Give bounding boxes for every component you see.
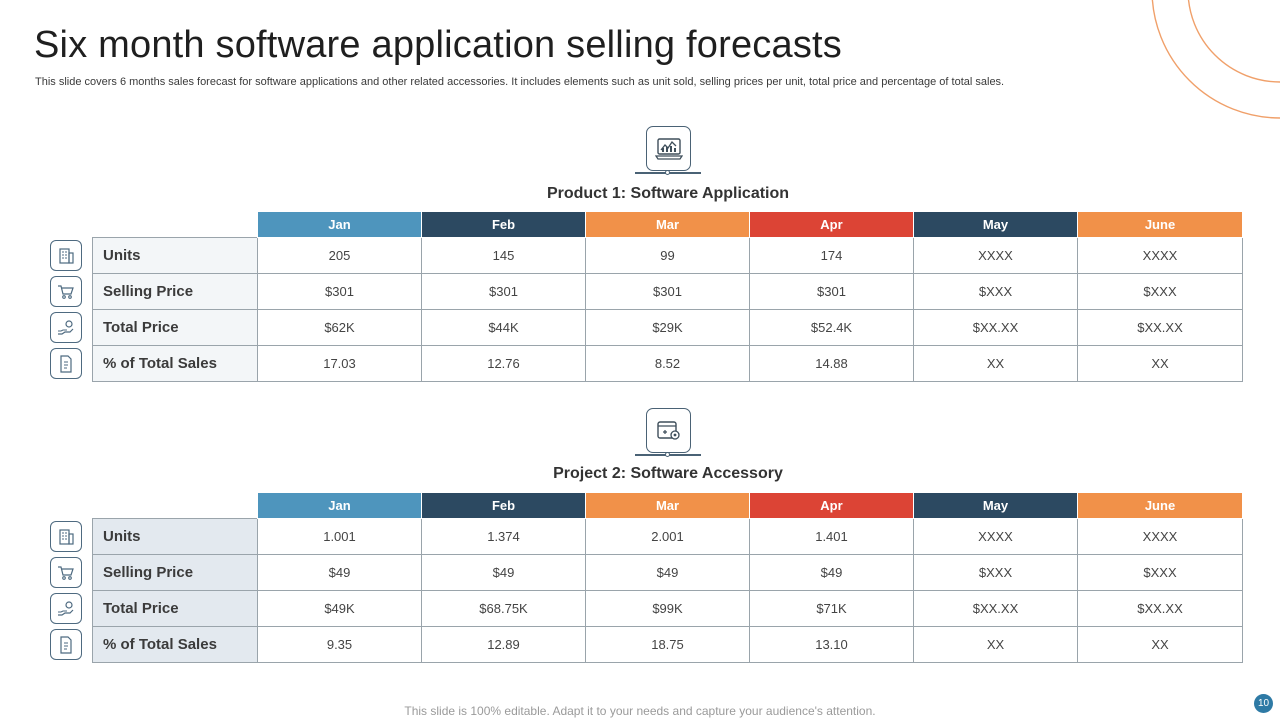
table-cell: $XX.XX [1077,309,1243,346]
table-cell: $44K [421,309,586,346]
decorative-circles [1151,0,1280,119]
table-cell: 9.35 [257,626,422,663]
month-header: Jan [257,211,422,238]
document-icon [50,348,82,379]
table-cell: 14.88 [749,345,914,382]
section-title-product-1: Product 1: Software Application [546,185,790,202]
building-icon [50,240,82,271]
table-cell: 1.401 [749,518,914,555]
table-cell: $71K [749,590,914,627]
table-cell: $49 [585,554,750,591]
forecast-table-product-2: Jan Feb Mar Apr May June Units 1.001 1.3… [92,492,1243,663]
table-cell: XXXX [913,518,1078,555]
table-cell: $68.75K [421,590,586,627]
table-cell: $XXX [913,554,1078,591]
month-header: Jan [257,492,422,519]
forecast-table-product-1: Jan Feb Mar Apr May June Units 205 145 9… [92,211,1243,382]
month-header: Apr [749,211,914,238]
table-cell: $301 [421,273,586,310]
footer-note: This slide is 100% editable. Adapt it to… [404,704,876,718]
building-icon [50,521,82,552]
table-cell: XXXX [913,237,1078,274]
row-label: Selling Price [92,554,258,591]
table-row: Selling Price $49 $49 $49 $49 $XXX $XXX [92,554,1243,591]
row-label: Units [92,518,258,555]
table-cell: $XX.XX [1077,590,1243,627]
row-label: % of Total Sales [92,626,258,663]
row-label: Selling Price [92,273,258,310]
table-cell: XXXX [1077,237,1243,274]
row-label: Units [92,237,258,274]
table-cell: $49 [421,554,586,591]
table-cell: 8.52 [585,345,750,382]
table-cell: $49K [257,590,422,627]
divider-dot [665,452,670,457]
table-row: Total Price $62K $44K $29K $52.4K $XX.XX… [92,309,1243,346]
table-cell: $XXX [913,273,1078,310]
month-header: June [1077,211,1243,238]
table-cell: $62K [257,309,422,346]
table-cell: XX [913,626,1078,663]
table-cell: XX [1077,626,1243,663]
table-cell: $301 [257,273,422,310]
table-cell: $29K [585,309,750,346]
table-row: Selling Price $301 $301 $301 $301 $XXX $… [92,273,1243,310]
table-cell: 174 [749,237,914,274]
table-row: Units 1.001 1.374 2.001 1.401 XXXX XXXX [92,518,1243,555]
page-number: 10 [1254,694,1273,713]
document-icon [50,629,82,660]
table-cell: $XXX [1077,554,1243,591]
month-header: Feb [421,492,586,519]
table-row: % of Total Sales 17.03 12.76 8.52 14.88 … [92,345,1243,382]
table-cell: 1.374 [421,518,586,555]
cart-icon [50,276,82,307]
table-row: Units 205 145 99 174 XXXX XXXX [92,237,1243,274]
table-cell: $301 [749,273,914,310]
slide-title: Six month software application selling f… [34,24,842,66]
hand-money-icon [50,312,82,343]
hand-money-icon [50,593,82,624]
table-cell: 13.10 [749,626,914,663]
table-cell: $49 [257,554,422,591]
month-header: May [913,492,1078,519]
laptop-chart-icon [646,126,691,171]
month-header: Apr [749,492,914,519]
table-cell: 2.001 [585,518,750,555]
table-cell: XX [1077,345,1243,382]
table-cell: 145 [421,237,586,274]
slide-subtitle: This slide covers 6 months sales forecas… [35,76,1005,88]
table-cell: XX [913,345,1078,382]
row-label: % of Total Sales [92,345,258,382]
table-cell: 17.03 [257,345,422,382]
table-cell: $XX.XX [913,590,1078,627]
software-gear-icon [646,408,691,453]
month-header: May [913,211,1078,238]
cart-icon [50,557,82,588]
table-cell: 1.001 [257,518,422,555]
section-title-product-2: Project 2: Software Accessory [553,465,783,482]
row-label: Total Price [92,590,258,627]
month-header: Feb [421,211,586,238]
table-cell: XXXX [1077,518,1243,555]
month-header: Mar [585,492,750,519]
table-cell: $XXX [1077,273,1243,310]
divider-dot [665,170,670,175]
table-cell: 205 [257,237,422,274]
table-row: % of Total Sales 9.35 12.89 18.75 13.10 … [92,626,1243,663]
table-row: Total Price $49K $68.75K $99K $71K $XX.X… [92,590,1243,627]
month-header: June [1077,492,1243,519]
table-cell: $99K [585,590,750,627]
table-cell: $52.4K [749,309,914,346]
table-cell: 99 [585,237,750,274]
table-cell: $XX.XX [913,309,1078,346]
table-cell: $49 [749,554,914,591]
month-header: Mar [585,211,750,238]
row-label: Total Price [92,309,258,346]
table-cell: $301 [585,273,750,310]
table-cell: 12.89 [421,626,586,663]
table-cell: 18.75 [585,626,750,663]
table-cell: 12.76 [421,345,586,382]
